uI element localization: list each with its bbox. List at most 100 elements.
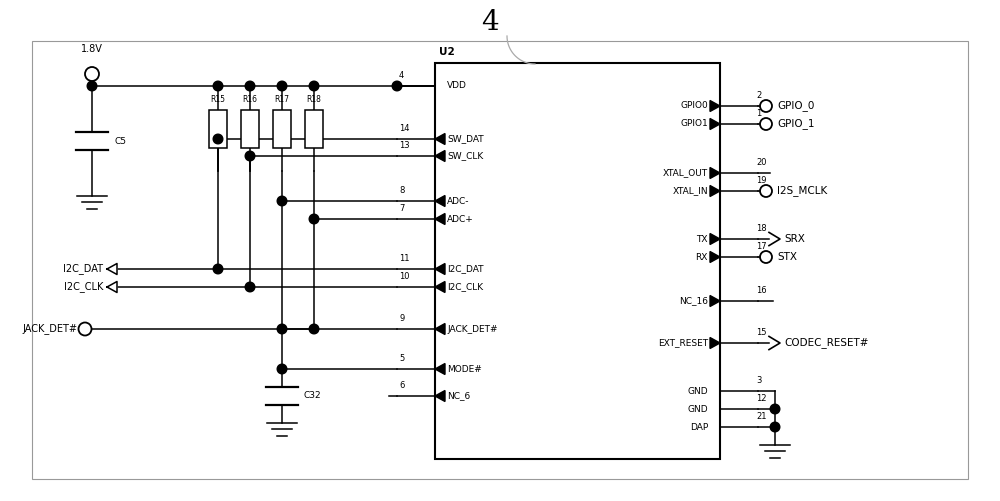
Polygon shape <box>435 390 445 401</box>
Text: I2C_CLK: I2C_CLK <box>447 283 483 292</box>
Circle shape <box>213 134 223 144</box>
Circle shape <box>87 81 97 91</box>
Text: NC_6: NC_6 <box>447 391 470 400</box>
Text: 1: 1 <box>756 109 761 118</box>
Circle shape <box>309 214 319 224</box>
Text: 4: 4 <box>399 71 404 80</box>
Text: GPIO_1: GPIO_1 <box>777 119 814 129</box>
Text: 8: 8 <box>399 186 404 195</box>
Circle shape <box>277 324 287 334</box>
Text: XTAL_OUT: XTAL_OUT <box>663 168 708 177</box>
Text: 1.8V: 1.8V <box>81 44 103 54</box>
Polygon shape <box>710 101 720 112</box>
Circle shape <box>309 324 319 334</box>
Text: 9: 9 <box>399 314 404 323</box>
Polygon shape <box>710 252 720 263</box>
Text: 14: 14 <box>399 124 410 133</box>
Polygon shape <box>435 150 445 161</box>
Text: 12: 12 <box>756 394 767 403</box>
Polygon shape <box>107 264 117 275</box>
Text: 5: 5 <box>399 354 404 363</box>
Text: DAP: DAP <box>690 422 708 431</box>
Polygon shape <box>710 167 720 178</box>
Text: R16: R16 <box>242 95 258 104</box>
Bar <box>32 41 968 479</box>
Circle shape <box>213 264 223 274</box>
Circle shape <box>770 422 780 432</box>
Text: 13: 13 <box>399 141 410 150</box>
Text: U2: U2 <box>439 47 455 57</box>
Text: 3: 3 <box>756 376 761 385</box>
Text: VDD: VDD <box>447 82 467 91</box>
Bar <box>209 110 227 147</box>
Text: GPIO0: GPIO0 <box>680 102 708 111</box>
Bar <box>435 63 720 459</box>
Text: CODEC_RESET#: CODEC_RESET# <box>784 338 868 349</box>
Polygon shape <box>710 338 720 349</box>
Circle shape <box>245 151 255 161</box>
Text: 11: 11 <box>399 254 410 263</box>
Circle shape <box>277 81 287 91</box>
Text: 18: 18 <box>756 224 767 233</box>
Text: RX: RX <box>696 253 708 262</box>
Text: JACK_DET#: JACK_DET# <box>22 324 77 335</box>
Text: 2: 2 <box>756 91 761 100</box>
Circle shape <box>277 196 287 206</box>
Text: R18: R18 <box>307 95 321 104</box>
Text: JACK_DET#: JACK_DET# <box>447 325 498 334</box>
Text: SRX: SRX <box>784 234 805 244</box>
Text: GND: GND <box>687 404 708 413</box>
Polygon shape <box>435 282 445 293</box>
Circle shape <box>770 404 780 414</box>
Polygon shape <box>435 213 445 224</box>
Circle shape <box>245 282 255 292</box>
Text: C5: C5 <box>114 136 126 145</box>
Polygon shape <box>710 119 720 129</box>
Polygon shape <box>435 133 445 144</box>
Text: I2C_DAT: I2C_DAT <box>447 265 484 274</box>
Text: ADC-: ADC- <box>447 196 470 205</box>
Polygon shape <box>107 282 117 293</box>
Text: GPIO1: GPIO1 <box>680 120 708 128</box>
Text: R17: R17 <box>274 95 290 104</box>
Polygon shape <box>710 296 720 307</box>
Text: 7: 7 <box>399 204 404 213</box>
Polygon shape <box>435 264 445 275</box>
Text: ADC+: ADC+ <box>447 214 474 223</box>
Text: C32: C32 <box>304 391 322 400</box>
Text: TX: TX <box>696 234 708 243</box>
Polygon shape <box>710 233 720 244</box>
Text: 6: 6 <box>399 381 404 390</box>
Text: SW_CLK: SW_CLK <box>447 151 483 160</box>
Text: 10: 10 <box>399 272 410 281</box>
Text: MODE#: MODE# <box>447 365 482 374</box>
Text: GND: GND <box>687 386 708 395</box>
Circle shape <box>277 364 287 374</box>
Circle shape <box>309 81 319 91</box>
Text: STX: STX <box>777 252 797 262</box>
Polygon shape <box>435 195 445 206</box>
Text: XTAL_IN: XTAL_IN <box>672 186 708 195</box>
Circle shape <box>245 81 255 91</box>
Bar <box>305 110 323 147</box>
Bar <box>241 110 259 147</box>
Text: 4: 4 <box>481 10 499 37</box>
Text: 21: 21 <box>756 412 767 421</box>
Text: 17: 17 <box>756 242 767 251</box>
Bar <box>273 110 291 147</box>
Text: GPIO_0: GPIO_0 <box>777 101 814 111</box>
Text: I2C_CLK: I2C_CLK <box>64 282 103 293</box>
Text: EXT_RESET: EXT_RESET <box>658 339 708 348</box>
Circle shape <box>392 81 402 91</box>
Text: I2S_MCLK: I2S_MCLK <box>777 185 827 196</box>
Text: SW_DAT: SW_DAT <box>447 134 484 143</box>
Text: 20: 20 <box>756 158 767 167</box>
Text: 19: 19 <box>756 176 767 185</box>
Text: R15: R15 <box>211 95 226 104</box>
Text: 16: 16 <box>756 286 767 295</box>
Text: I2C_DAT: I2C_DAT <box>63 264 103 275</box>
Circle shape <box>213 81 223 91</box>
Polygon shape <box>435 364 445 375</box>
Polygon shape <box>710 185 720 196</box>
Text: NC_16: NC_16 <box>679 297 708 306</box>
